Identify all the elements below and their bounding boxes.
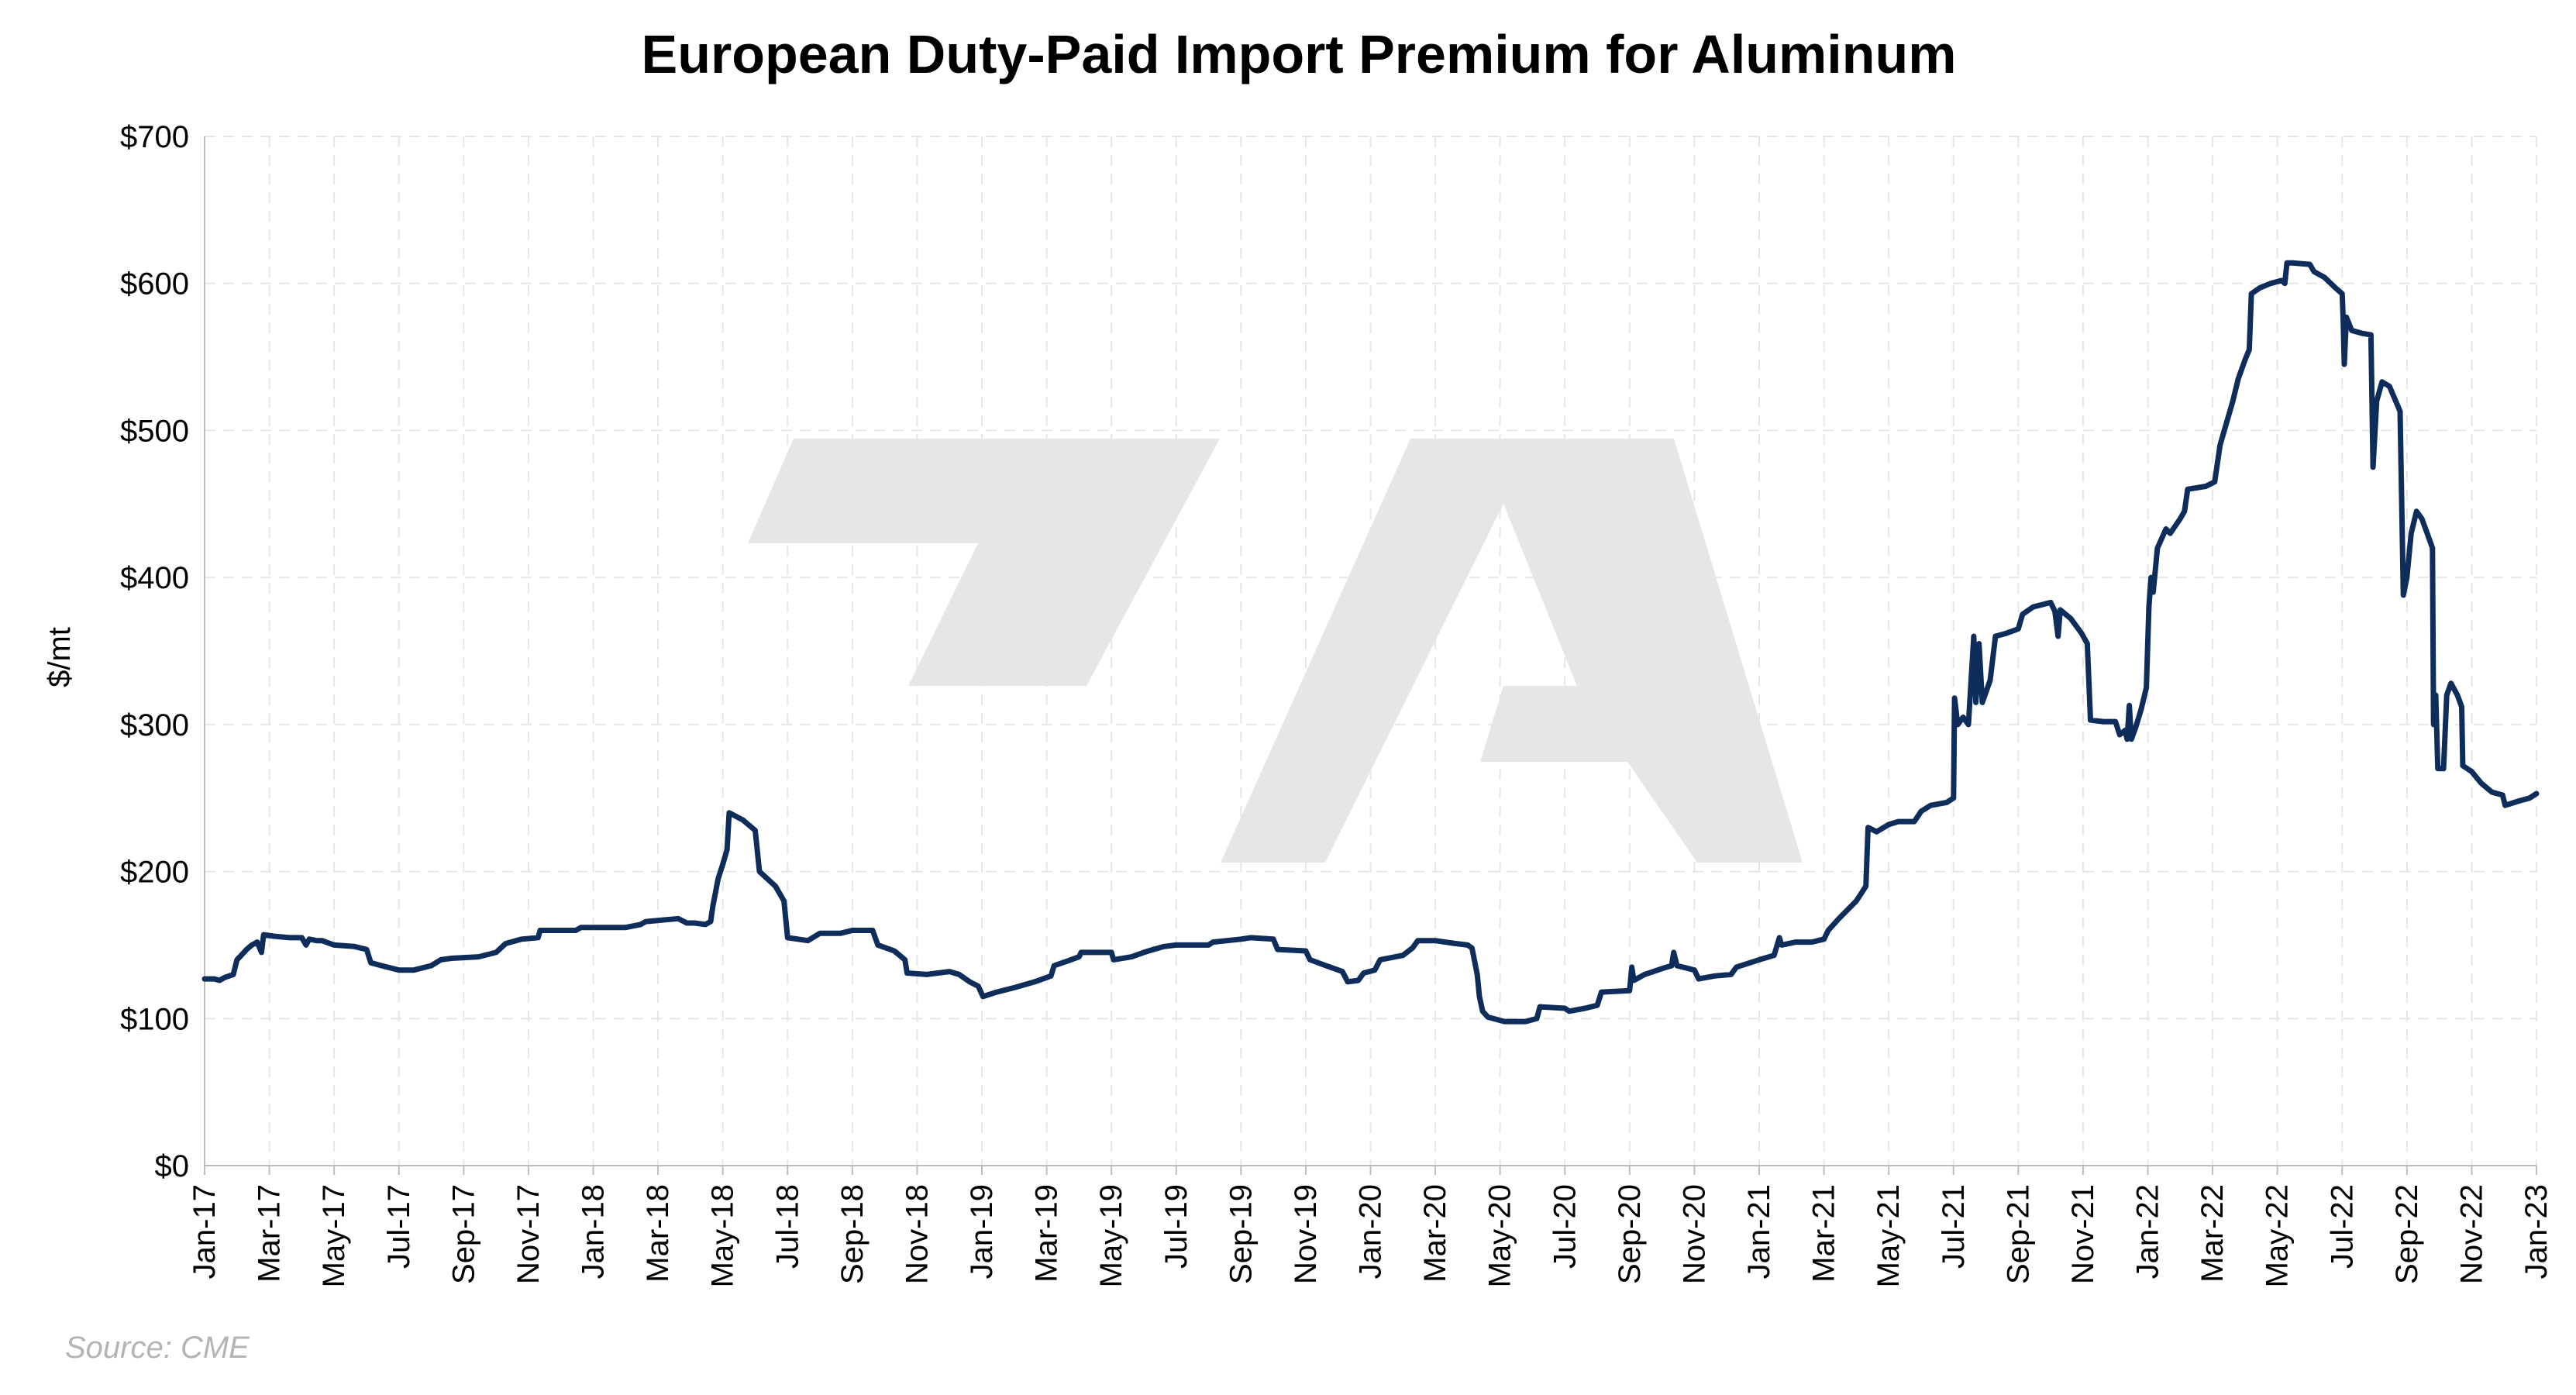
x-tick-label: Sep-17 [446, 1184, 480, 1284]
x-tick-label: Mar-19 [1030, 1184, 1064, 1283]
x-tick-label: Jul-21 [1937, 1184, 1971, 1269]
x-tick-label: Nov-22 [2454, 1184, 2488, 1284]
watermark-logo-left-shape [748, 439, 1220, 686]
x-tick-label: Mar-22 [2195, 1184, 2230, 1283]
x-tick-label: Sep-18 [835, 1184, 870, 1284]
y-tick-label: $200 [120, 856, 189, 890]
series-layer [201, 260, 2540, 1025]
y-tick-label: $400 [120, 561, 189, 595]
x-tick-label: Jan-18 [577, 1184, 611, 1279]
x-tick-label: Nov-21 [2066, 1184, 2100, 1284]
x-tick-label: Jan-23 [2519, 1184, 2554, 1279]
y-tick-label: $300 [120, 708, 189, 742]
x-tick-label: May-17 [317, 1184, 351, 1287]
x-tick-label: May-18 [706, 1184, 740, 1287]
x-tick-label: Sep-19 [1224, 1184, 1258, 1284]
y-tick-label: $100 [120, 1002, 189, 1036]
x-tick-label: Sep-21 [2001, 1184, 2035, 1284]
x-tick-label: Jan-22 [2131, 1184, 2165, 1279]
x-tick-label: Mar-20 [1418, 1184, 1452, 1283]
x-tick-label: May-19 [1094, 1184, 1128, 1287]
x-tick-label: Jan-17 [188, 1184, 222, 1279]
watermark-logo [748, 439, 1803, 863]
x-tick-label: Sep-22 [2390, 1184, 2424, 1284]
x-tick-label: Jul-18 [770, 1184, 804, 1269]
x-tick-label: Jan-20 [1354, 1184, 1388, 1279]
x-tick-label: Sep-20 [1613, 1184, 1647, 1284]
x-tick-label: Jul-19 [1159, 1184, 1193, 1269]
y-axis-label: $/mt [43, 627, 77, 687]
watermark-logo-a-shape [1221, 439, 1803, 863]
source-note: Source: CME [65, 1331, 250, 1365]
x-tick-label: Jul-20 [1548, 1184, 1582, 1269]
chart-title: European Duty-Paid Import Premium for Al… [642, 24, 1957, 84]
x-tick-label: Jul-17 [382, 1184, 416, 1269]
y-tick-label: $0 [155, 1149, 190, 1183]
x-tick-label: Jan-21 [1742, 1184, 1776, 1279]
x-tick-label: Jan-19 [965, 1184, 999, 1279]
x-tick-label: Nov-20 [1677, 1184, 1711, 1284]
x-tick-label: Mar-17 [253, 1184, 287, 1283]
x-tick-label: Jul-22 [2325, 1184, 2359, 1269]
series-line [201, 260, 2540, 1025]
y-tick-label: $600 [120, 267, 189, 301]
x-tick-label: Nov-19 [1289, 1184, 1323, 1284]
y-tick-label: $500 [120, 414, 189, 448]
x-tick-label: Mar-21 [1807, 1184, 1841, 1283]
x-tick-label: Nov-17 [511, 1184, 546, 1284]
grid-lines [205, 136, 2537, 1166]
x-tick-label: May-21 [1872, 1184, 1906, 1287]
x-tick-label: May-20 [1483, 1184, 1517, 1287]
y-tick-label: $700 [120, 120, 189, 154]
axes: $0 $100 $200 $300 $400 $500 $600 $700 Jan-17 Mar-… [120, 120, 2554, 1287]
x-tick-label: Nov-18 [900, 1184, 934, 1284]
x-tick-label: Mar-18 [641, 1184, 675, 1283]
x-tick-label: May-22 [2261, 1184, 2295, 1287]
